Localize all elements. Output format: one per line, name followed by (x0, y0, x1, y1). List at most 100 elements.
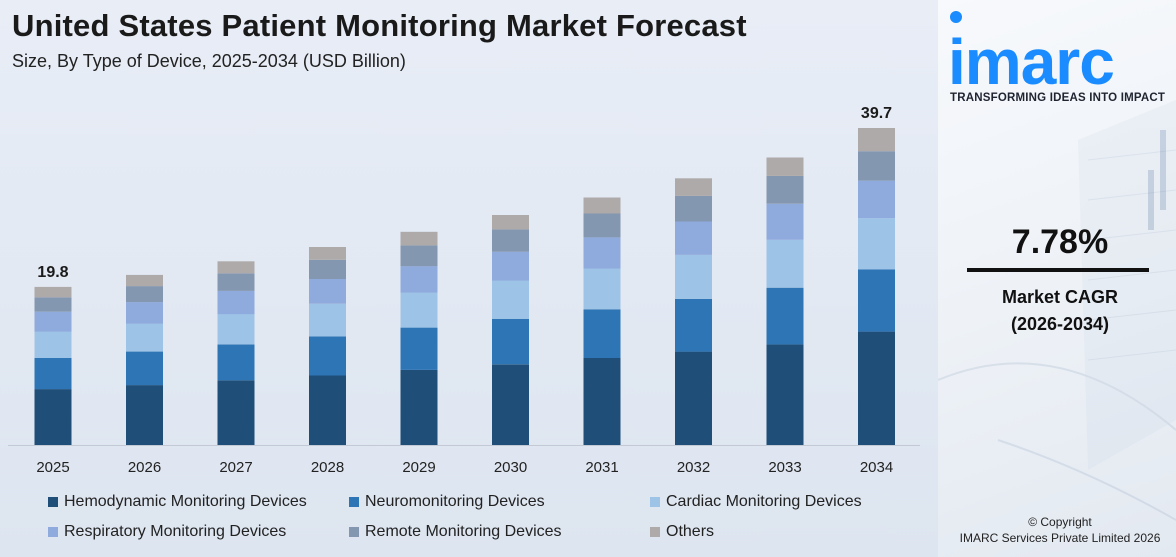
bar-segment-2027-4 (217, 290, 255, 315)
bar-segment-2027-2 (217, 344, 255, 381)
bar-segment-2028-5 (309, 259, 346, 279)
bar-segment-2029-1 (400, 369, 438, 445)
bar-segment-2031-2 (583, 309, 621, 358)
bar-segment-2030-2 (492, 318, 529, 365)
bar-segment-2033-6 (766, 157, 804, 176)
legend-item: Neuromonitoring Devices (349, 493, 545, 511)
legend-label: Cardiac Monitoring Devices (666, 493, 862, 510)
legend-item: Respiratory Monitoring Devices (48, 523, 286, 541)
bar-segment-2027-6 (217, 261, 255, 274)
chart-panel: United States Patient Monitoring Market … (0, 0, 938, 557)
bar-segment-2031-6 (583, 197, 621, 214)
stacked-bar-chart: 2025 19.8 2026 2027 2028 2029 2030 2031 2032 2033… (8, 105, 920, 476)
legend-label: Remote Monitoring Devices (365, 523, 562, 540)
bar-segment-2031-1 (583, 358, 621, 445)
bar-segment-2025-4 (34, 311, 72, 332)
x-tick-label: 2033 (768, 459, 801, 476)
bar-segment-2033-5 (766, 175, 804, 204)
bar-segment-2032-1 (675, 351, 712, 445)
x-tick-label: 2026 (128, 459, 161, 476)
bar-segment-2034-3 (858, 218, 895, 270)
x-tick-label: 2025 (36, 459, 69, 476)
bar-segment-2026-3 (126, 323, 163, 352)
bar-segment-2034-4 (858, 180, 895, 219)
bar-segment-2031-5 (583, 213, 621, 238)
bar-total-label: 19.8 (37, 264, 68, 281)
bar-segment-2030-6 (492, 215, 529, 230)
x-tick-label: 2032 (677, 459, 710, 476)
legend-item: Hemodynamic Monitoring Devices (48, 493, 307, 511)
bar-segment-2033-3 (766, 239, 804, 288)
bar-segment-2026-6 (126, 274, 163, 287)
bar-segment-2028-3 (309, 303, 346, 337)
bar-segment-2030-5 (492, 229, 529, 252)
legend-item: Cardiac Monitoring Devices (650, 493, 862, 511)
bar-segment-2027-5 (217, 273, 255, 291)
bar-segment-2030-3 (492, 280, 529, 319)
copyright-notice: © Copyright IMARC Services Private Limit… (938, 514, 1176, 546)
bar-segment-2033-2 (766, 287, 804, 345)
chart-subtitle: Size, By Type of Device, 2025-2034 (USD … (12, 51, 406, 71)
bar-segment-2025-5 (34, 297, 72, 312)
legend-label: Others (666, 523, 715, 540)
bar-segment-2028-6 (309, 247, 346, 260)
brand-tagline: TRANSFORMING IDEAS INTO IMPACT (950, 92, 1166, 104)
legend-label: Neuromonitoring Devices (365, 493, 545, 510)
legend-label: Respiratory Monitoring Devices (64, 523, 287, 540)
chart-legend: Hemodynamic Monitoring Devices Neuromonit… (48, 493, 928, 553)
bar-segment-2026-5 (126, 286, 163, 303)
bar-segment-2033-1 (766, 344, 804, 445)
bar-segment-2032-6 (675, 178, 712, 196)
bar-segment-2026-2 (126, 351, 163, 386)
bar-segment-2027-3 (217, 314, 255, 345)
bar-segment-2028-1 (309, 375, 346, 445)
bar-segment-2028-2 (309, 336, 346, 376)
x-tick-label: 2027 (219, 459, 252, 476)
imarc-logo: imarc (948, 11, 1115, 90)
bar-segment-2032-4 (675, 221, 712, 255)
copyright-line2: IMARC Services Private Limited 2026 (959, 531, 1161, 545)
background-chart-graphic (938, 100, 1176, 521)
bar-segment-2028-4 (309, 278, 346, 304)
bar-segment-2034-5 (858, 151, 895, 181)
legend-swatch (48, 497, 58, 507)
copyright-line1: © Copyright (1028, 515, 1092, 529)
bar-segment-2030-1 (492, 364, 529, 445)
cagr-divider (967, 268, 1149, 272)
bar-segment-2034-2 (858, 269, 895, 332)
bar-segment-2029-2 (400, 327, 438, 370)
x-tick-label: 2030 (494, 459, 527, 476)
bar-segment-2030-4 (492, 251, 529, 281)
legend-item: Remote Monitoring Devices (349, 523, 562, 541)
cagr-label-line1: Market CAGR (1001, 287, 1119, 307)
cagr-label-period: (2026-2034) (1010, 314, 1110, 334)
legend-swatch (349, 497, 359, 507)
bar-segment-2025-6 (34, 286, 72, 298)
bar-segment-2025-3 (34, 331, 72, 358)
x-tick-label: 2034 (860, 459, 893, 476)
bar-segment-2032-2 (675, 298, 712, 352)
bar-segment-2034-6 (858, 128, 895, 152)
x-tick-label: 2028 (311, 459, 344, 476)
x-tick-label: 2029 (402, 459, 435, 476)
x-tick-label: 2031 (585, 459, 618, 476)
bar-segment-2029-5 (400, 245, 438, 267)
legend-swatch (650, 527, 660, 537)
bar-segment-2026-1 (126, 385, 163, 445)
legend-swatch (650, 497, 660, 507)
bar-segment-2034-1 (858, 331, 895, 445)
cagr-value: 7.78% (1011, 223, 1109, 261)
bar-segment-2032-3 (675, 255, 712, 299)
chart-title: United States Patient Monitoring Market … (12, 8, 747, 43)
legend-swatch (48, 527, 58, 537)
legend-swatch (349, 527, 359, 537)
legend-label: Hemodynamic Monitoring Devices (64, 493, 307, 510)
bar-segment-2025-1 (34, 389, 72, 445)
logo-wordmark: imarc (948, 26, 1114, 90)
bar-segment-2029-3 (400, 292, 438, 328)
bar-segment-2033-4 (766, 203, 804, 240)
bar-segment-2025-2 (34, 358, 72, 390)
legend-item: Others (650, 523, 714, 541)
bar-segment-2029-4 (400, 266, 438, 293)
cagr-label: Market CAGR (2026-2034) (938, 284, 1176, 338)
